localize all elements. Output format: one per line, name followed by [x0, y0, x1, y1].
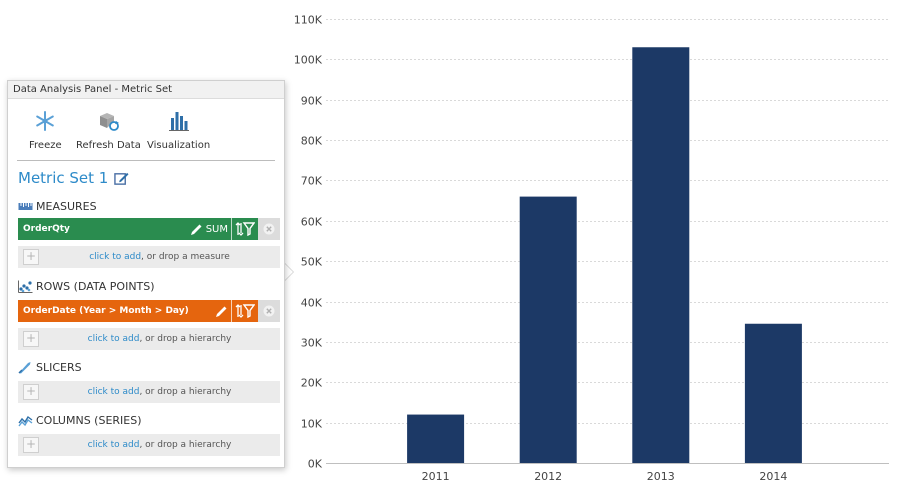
row-item-orderdate[interactable]: OrderDate (Year > Month > Day): [18, 300, 280, 322]
y-tick-label: 20K: [301, 377, 323, 390]
row-item-label: OrderDate (Year > Month > Day): [23, 306, 189, 316]
y-tick-label: 50K: [301, 256, 323, 269]
rows-header: ROWS (DATA POINTS): [18, 280, 155, 293]
measure-item-orderqty[interactable]: OrderQty SUM: [18, 218, 280, 240]
y-tick-label: 100K: [294, 54, 323, 67]
add-measure-plus-icon[interactable]: +: [23, 249, 39, 265]
add-measure-link[interactable]: click to add: [89, 252, 142, 262]
remove-measure-button[interactable]: [258, 218, 280, 240]
remove-row-button[interactable]: [258, 300, 280, 322]
x-tick-label: 2014: [759, 470, 787, 483]
visualization-button[interactable]: Visualization: [147, 109, 210, 151]
visualization-label: Visualization: [147, 140, 211, 151]
panel-toolbar: Freeze Refresh Data Visualization: [8, 101, 284, 159]
refresh-data-button[interactable]: Refresh Data: [76, 109, 141, 151]
metric-set-title[interactable]: Metric Set 1: [18, 169, 129, 187]
drop-slicer-text: , or drop a hierarchy: [139, 387, 232, 397]
edit-icon[interactable]: [114, 171, 129, 186]
scatter-points-icon: [18, 280, 33, 293]
add-column-link[interactable]: click to add: [87, 440, 140, 450]
add-row-link[interactable]: click to add: [87, 334, 140, 344]
panel-title: Data Analysis Panel - Metric Set: [8, 81, 284, 99]
measures-drop-zone[interactable]: + click to add, or drop a measure: [18, 246, 280, 268]
add-slicer-plus-icon[interactable]: +: [23, 384, 39, 400]
sort-filter-icon: [235, 304, 255, 318]
y-tick-label: 80K: [301, 135, 323, 148]
y-tick-label: 30K: [301, 337, 323, 350]
y-tick-label: 110K: [294, 14, 323, 27]
drop-row-text: , or drop a hierarchy: [139, 334, 232, 344]
add-column-plus-icon[interactable]: +: [23, 437, 39, 453]
slicers-header: SLICERS: [18, 361, 82, 374]
freeze-button[interactable]: Freeze: [29, 109, 62, 151]
rows-drop-zone[interactable]: + click to add, or drop a hierarchy: [18, 328, 280, 350]
add-row-plus-icon[interactable]: +: [23, 331, 39, 347]
columns-header-label: COLUMNS (SERIES): [36, 414, 142, 427]
refresh-cube-icon: [100, 113, 120, 131]
bar-2013[interactable]: [632, 47, 690, 463]
refresh-data-label: Refresh Data: [76, 140, 141, 151]
sort-filter-button[interactable]: [231, 300, 258, 322]
data-analysis-panel: Data Analysis Panel - Metric Set Freeze: [7, 80, 285, 468]
y-tick-label: 40K: [301, 297, 323, 310]
x-tick-label: 2011: [422, 470, 450, 483]
panel-pointer: [283, 262, 293, 282]
snowflake-icon: [36, 111, 55, 131]
add-slicer-link[interactable]: click to add: [87, 387, 140, 397]
y-tick-label: 0K: [308, 458, 323, 471]
line-series-icon: [18, 415, 33, 427]
ruler-icon: [18, 203, 33, 210]
pencil-icon[interactable]: [215, 305, 228, 318]
measures-header-label: MEASURES: [36, 200, 97, 213]
measure-item-label: OrderQty: [23, 224, 70, 234]
drop-column-text: , or drop a hierarchy: [139, 440, 232, 450]
toolbar-divider: [17, 160, 275, 161]
knife-icon: [18, 362, 31, 374]
columns-drop-zone[interactable]: + click to add, or drop a hierarchy: [18, 434, 280, 456]
sort-filter-icon: [235, 222, 255, 236]
x-tick-label: 2013: [647, 470, 675, 483]
y-tick-label: 90K: [301, 95, 323, 108]
bar-2014[interactable]: [744, 323, 802, 463]
measures-header: MEASURES: [18, 200, 97, 213]
y-tick-label: 60K: [301, 216, 323, 229]
bar-2011[interactable]: [407, 414, 465, 463]
close-icon: [263, 305, 275, 317]
y-tick-label: 10K: [301, 418, 323, 431]
aggregation-label[interactable]: SUM: [205, 223, 228, 235]
drop-measure-text: , or drop a measure: [141, 252, 230, 262]
y-tick-label: 70K: [301, 175, 323, 188]
close-icon: [263, 223, 275, 235]
bar-2012[interactable]: [519, 196, 577, 463]
rows-header-label: ROWS (DATA POINTS): [36, 280, 155, 293]
sort-filter-button[interactable]: [231, 218, 258, 240]
x-tick-label: 2012: [534, 470, 562, 483]
slicers-drop-zone[interactable]: + click to add, or drop a hierarchy: [18, 381, 280, 403]
freeze-label: Freeze: [29, 140, 62, 151]
bar-chart-icon: [168, 112, 189, 131]
slicers-header-label: SLICERS: [36, 361, 82, 374]
columns-header: COLUMNS (SERIES): [18, 414, 142, 427]
metric-set-title-text: Metric Set 1: [18, 169, 109, 187]
pencil-icon[interactable]: [190, 223, 203, 236]
